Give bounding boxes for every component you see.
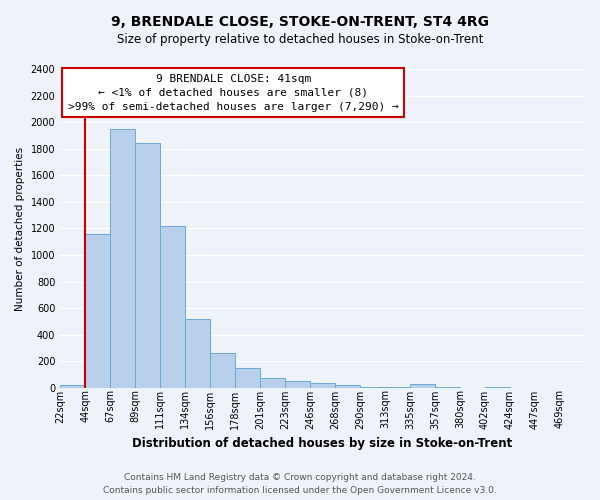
Bar (335, 385, 360, 388)
Bar (385, 387, 410, 388)
Y-axis label: Number of detached properties: Number of detached properties (15, 146, 25, 310)
Bar (160, 226, 185, 388)
Bar (135, 144, 160, 388)
Text: 9 BRENDALE CLOSE: 41sqm
← <1% of detached houses are smaller (8)
>99% of semi-de: 9 BRENDALE CLOSE: 41sqm ← <1% of detache… (68, 74, 399, 112)
Bar (310, 383, 335, 388)
Bar (235, 368, 260, 388)
Bar (110, 129, 135, 388)
Text: Size of property relative to detached houses in Stoke-on-Trent: Size of property relative to detached ho… (117, 32, 483, 46)
Text: 9, BRENDALE CLOSE, STOKE-ON-TRENT, ST4 4RG: 9, BRENDALE CLOSE, STOKE-ON-TRENT, ST4 4… (111, 15, 489, 29)
Bar (60, 384, 85, 388)
Bar (285, 382, 310, 388)
Bar (435, 387, 460, 388)
Bar (410, 384, 435, 388)
X-axis label: Distribution of detached houses by size in Stoke-on-Trent: Distribution of detached houses by size … (133, 437, 513, 450)
Bar (260, 378, 285, 388)
Text: Contains HM Land Registry data © Crown copyright and database right 2024.
Contai: Contains HM Land Registry data © Crown c… (103, 474, 497, 495)
Bar (485, 387, 510, 388)
Bar (85, 234, 110, 388)
Bar (210, 352, 235, 388)
Bar (185, 319, 210, 388)
Bar (360, 387, 385, 388)
